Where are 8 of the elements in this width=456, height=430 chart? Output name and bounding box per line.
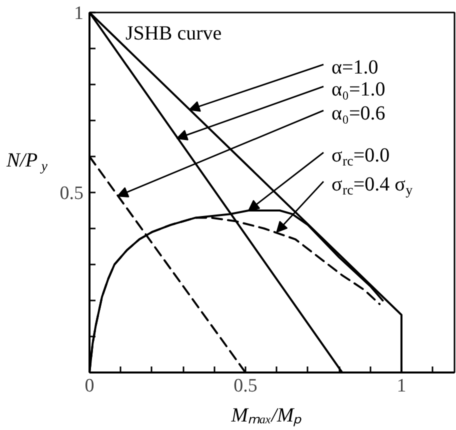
annotation: α₀=1.0 [332,78,386,100]
annotation: α₀=0.6 [332,102,386,124]
x-axis-title: Mₘₐₓ/Mₚ [230,404,303,426]
x-tick-label: 1 [396,376,406,396]
x-tick-label: 0.5 [234,376,258,396]
annotation: α=1.0 [332,56,378,78]
x-tick-label: 0 [84,376,94,396]
annotation: JSHB curve [126,22,222,44]
